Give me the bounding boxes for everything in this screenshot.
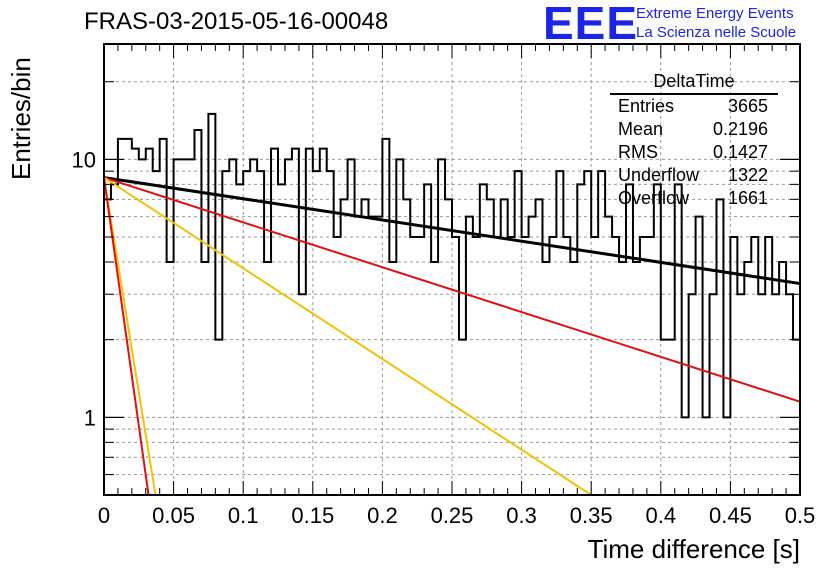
- x-tick-label: 0.35: [570, 503, 613, 528]
- stats-row-rms: RMS 0.1427: [610, 141, 778, 164]
- stats-row-mean: Mean 0.2196: [610, 118, 778, 141]
- stats-row-underflow: Underflow 1322: [610, 164, 778, 187]
- stats-row-entries: Entries 3665: [610, 95, 778, 118]
- fit-curve: [103, 176, 801, 286]
- fit-curve: [103, 176, 592, 496]
- stats-title: DeltaTime: [610, 70, 778, 95]
- fit-curve: [103, 177, 150, 496]
- y-axis-label: Entries/bin: [6, 57, 36, 180]
- histogram-steps: [104, 112, 800, 419]
- logo-subtitle: Extreme Energy Events La Scienza nelle S…: [636, 4, 796, 42]
- x-tick-label: 0.1: [228, 503, 259, 528]
- eee-logo: EEE: [543, 0, 639, 49]
- stats-label: Mean: [618, 119, 664, 139]
- x-tick-label: 0.05: [152, 503, 195, 528]
- logo-line-1: Extreme Energy Events: [636, 5, 794, 22]
- fit-curve: [103, 176, 801, 403]
- x-tick-label: 0.5: [785, 503, 816, 528]
- x-tick-label: 0.4: [646, 503, 677, 528]
- stats-row-overflow: Overflow 1661: [610, 187, 778, 210]
- chart-title: FRAS-03-2015-05-16-00048: [84, 8, 389, 35]
- axes: 0 0.05 0.1 0.15 0.2 0.25 0.3 0.35 0.4 0.45 0.5 1 10: [72, 43, 816, 528]
- x-tick-label: 0.25: [431, 503, 474, 528]
- fit-curve: [103, 177, 157, 496]
- stats-value: 0.1427: [712, 142, 768, 162]
- stats-label: Underflow: [618, 165, 700, 185]
- stats-value: 1661: [727, 188, 768, 208]
- x-tick-label: 0.2: [367, 503, 398, 528]
- y-tick-label: 10: [72, 147, 96, 172]
- x-tick-label: 0.15: [291, 503, 334, 528]
- y-tick-label: 1: [84, 405, 96, 430]
- x-tick-label: 0: [98, 503, 110, 528]
- stats-box: DeltaTime Entries 3665 Mean 0.2196 RMS 0…: [610, 70, 778, 210]
- logo-line-2: La Scienza nelle Scuole: [636, 24, 797, 41]
- fit-curves: [103, 176, 801, 496]
- stats-value: 0.2196: [712, 119, 768, 139]
- stats-label: RMS: [618, 142, 658, 162]
- histogram: [104, 112, 800, 419]
- stats-label: Overflow: [618, 188, 690, 208]
- grid: [104, 44, 800, 495]
- x-tick-label: 0.45: [709, 503, 752, 528]
- x-axis-label: Time difference [s]: [587, 534, 800, 564]
- stats-label: Entries: [618, 96, 675, 116]
- stats-value: 3665: [727, 96, 768, 116]
- x-tick-label: 0.3: [506, 503, 537, 528]
- stats-value: 1322: [727, 165, 768, 185]
